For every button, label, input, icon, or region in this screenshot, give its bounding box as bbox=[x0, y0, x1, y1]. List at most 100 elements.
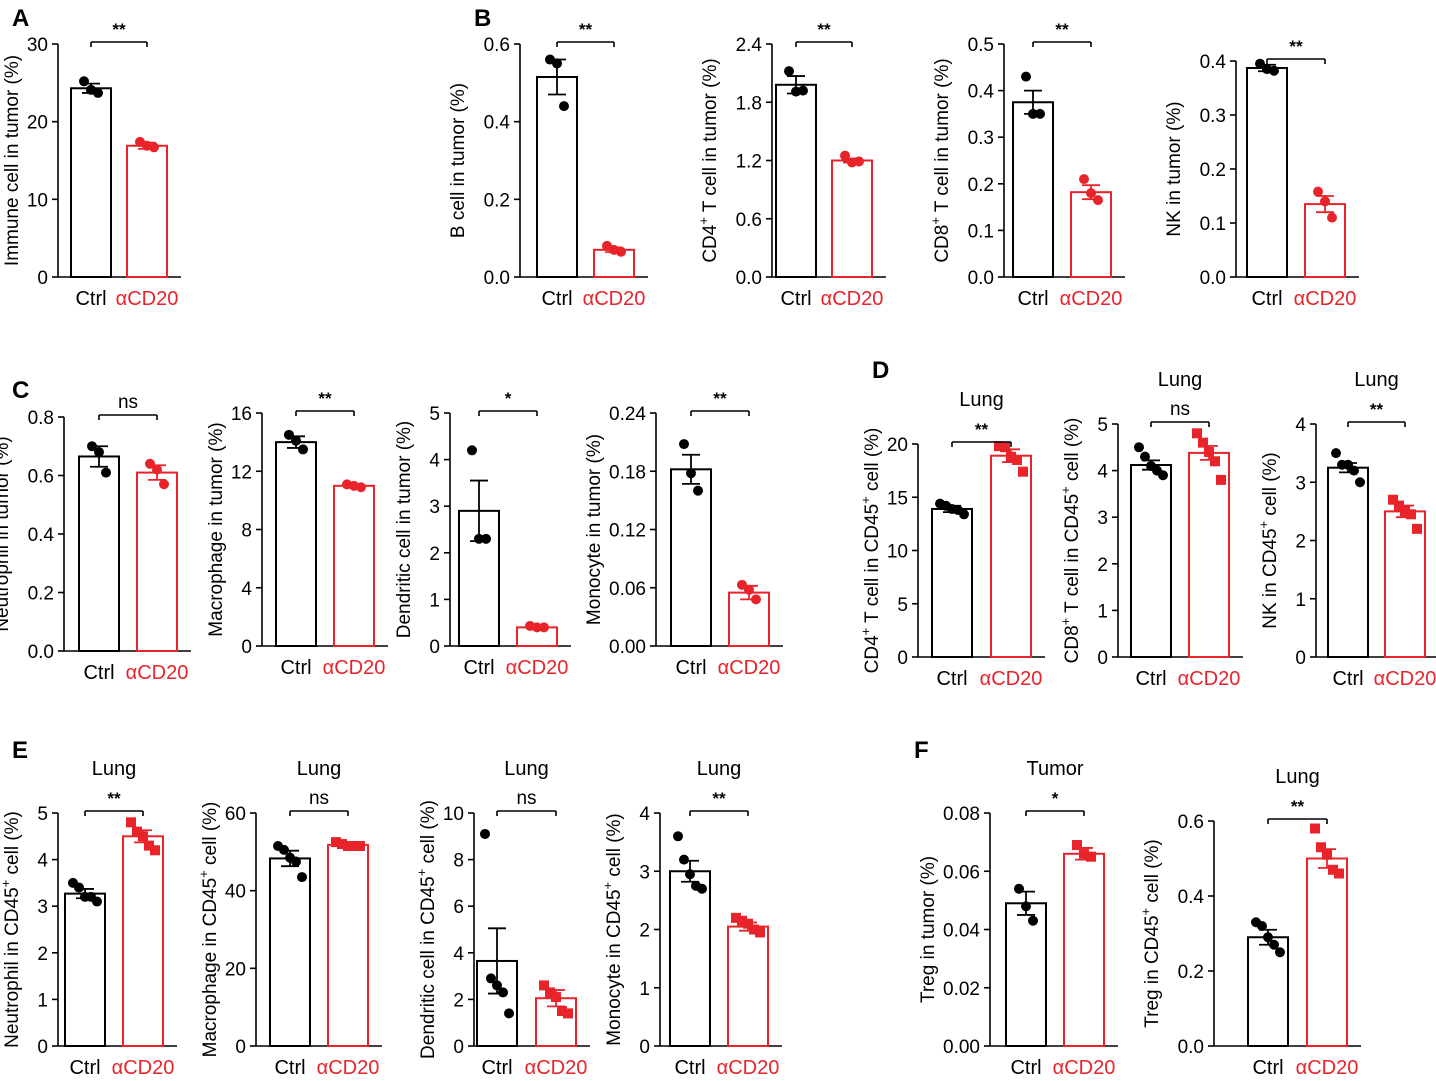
data-point bbox=[138, 831, 148, 842]
data-point bbox=[1134, 442, 1144, 453]
y-tick-label: 0.08 bbox=[943, 804, 980, 825]
data-point bbox=[297, 872, 307, 883]
y-tick-label: 30 bbox=[27, 35, 48, 56]
data-point bbox=[673, 831, 683, 842]
y-tick-label: 1.8 bbox=[736, 93, 762, 114]
data-point bbox=[679, 439, 689, 450]
y-tick-label: 40 bbox=[225, 882, 246, 903]
category-label: αCD20 bbox=[126, 662, 189, 684]
data-point bbox=[1316, 842, 1326, 853]
bar-treatment bbox=[136, 471, 178, 653]
y-tick-label: 4 bbox=[639, 804, 650, 825]
data-point bbox=[798, 85, 808, 96]
data-point bbox=[1327, 212, 1337, 223]
y-tick-label: 20 bbox=[27, 113, 48, 134]
y-tick-label: 5 bbox=[1097, 415, 1108, 436]
chart-title: Lung bbox=[92, 758, 137, 780]
category-label: Ctrl bbox=[274, 1057, 305, 1076]
y-axis-label: CD8+ T cell in tumor (%) bbox=[928, 58, 953, 262]
chart-panel-6: 0.0 0.2 0.4 0.6 0.8 Neutrophil in tumor (%) Ct… bbox=[0, 377, 191, 684]
data-point bbox=[1021, 71, 1031, 82]
data-point bbox=[1012, 454, 1022, 465]
bar-ctrl bbox=[64, 892, 106, 1047]
category-label: αCD20 bbox=[717, 1057, 780, 1076]
data-point bbox=[504, 1008, 514, 1019]
data-point bbox=[126, 817, 136, 828]
y-tick-label: 4 bbox=[453, 944, 464, 965]
y-tick-label: 0.00 bbox=[609, 637, 646, 658]
chart-panel-5: 0.0 0.1 0.2 0.3 0.4 NK in tumor (%) Ctrl αCD20 *… bbox=[1164, 37, 1359, 310]
category-label: αCD20 bbox=[116, 288, 179, 310]
y-tick-label: 0.3 bbox=[968, 128, 994, 149]
significance-label: ns bbox=[1170, 399, 1190, 420]
data-point bbox=[331, 837, 341, 848]
y-tick-label: 4 bbox=[37, 851, 48, 872]
category-label: Ctrl bbox=[936, 668, 967, 690]
y-tick-label: 4 bbox=[429, 451, 440, 472]
y-tick-label: 0.24 bbox=[609, 404, 646, 425]
y-tick-label: 4 bbox=[241, 579, 252, 600]
chart-title: Lung bbox=[1275, 766, 1320, 788]
data-point bbox=[492, 980, 502, 991]
category-label: αCD20 bbox=[317, 1057, 380, 1076]
bar-ctrl bbox=[78, 455, 120, 652]
chart-title: Lung bbox=[1158, 369, 1203, 391]
data-point bbox=[1192, 428, 1202, 439]
y-tick-label: 0 bbox=[429, 637, 440, 658]
bar-ctrl bbox=[931, 507, 973, 658]
data-point bbox=[467, 445, 477, 456]
data-point bbox=[743, 918, 753, 929]
y-tick-label: 2 bbox=[1295, 532, 1306, 553]
data-point bbox=[1257, 921, 1267, 931]
data-point bbox=[1028, 915, 1038, 926]
data-point bbox=[74, 882, 84, 893]
data-point bbox=[563, 1008, 573, 1019]
category-label: αCD20 bbox=[1294, 288, 1357, 310]
data-point bbox=[685, 869, 695, 880]
data-point bbox=[145, 458, 155, 469]
y-tick-label: 0.2 bbox=[1178, 962, 1204, 983]
y-axis-label: CD4+ T cell in tumor (%) bbox=[696, 58, 721, 262]
data-point bbox=[1269, 939, 1279, 950]
y-tick-label: 20 bbox=[887, 435, 908, 456]
data-point bbox=[1328, 864, 1338, 875]
data-point bbox=[291, 856, 301, 867]
y-tick-label: 15 bbox=[887, 488, 908, 509]
data-point bbox=[474, 533, 484, 544]
y-tick-label: 0.6 bbox=[1178, 812, 1204, 833]
bar-treatment bbox=[122, 835, 164, 1047]
data-point bbox=[751, 594, 761, 605]
data-point bbox=[784, 66, 794, 77]
panel-letter: F bbox=[914, 737, 929, 764]
y-axis-label: NK in tumor (%) bbox=[1164, 101, 1185, 236]
data-point bbox=[356, 482, 366, 493]
y-tick-label: 0.06 bbox=[943, 862, 980, 883]
y-tick-label: 10 bbox=[27, 190, 48, 211]
bar-ctrl bbox=[275, 441, 317, 647]
chart-panel-8: 0 1 2 3 4 5 Dendritic cell in tumor (%) Ctrl αCD… bbox=[394, 389, 571, 679]
y-axis-label: CD8+ T cell in CD45+ cell (%) bbox=[1058, 418, 1083, 664]
y-tick-label: 3 bbox=[37, 897, 48, 918]
y-tick-label: 2 bbox=[429, 544, 440, 565]
y-tick-label: 0 bbox=[639, 1037, 650, 1058]
data-point bbox=[1072, 840, 1082, 851]
panel-letter: A bbox=[12, 5, 29, 32]
y-tick-label: 0 bbox=[37, 268, 48, 289]
y-axis-label: Monocyte in CD45+ cell (%) bbox=[600, 813, 625, 1046]
bar-ctrl bbox=[1246, 67, 1288, 278]
bar-treatment bbox=[727, 925, 769, 1048]
chart-panel-18: 0.0 0.2 0.4 0.6 Treg in CD45+ cell (%) Ctrl αC… bbox=[1138, 766, 1361, 1079]
data-point bbox=[159, 479, 169, 490]
y-tick-label: 0.2 bbox=[968, 175, 994, 196]
y-tick-label: 16 bbox=[231, 404, 252, 425]
data-point bbox=[150, 845, 160, 856]
data-point bbox=[1412, 523, 1422, 534]
y-axis-label: Dendritic cell in CD45+ cell (%) bbox=[414, 800, 439, 1059]
y-tick-label: 8 bbox=[453, 851, 464, 872]
bar-ctrl bbox=[269, 857, 311, 1047]
bar-treatment bbox=[126, 144, 168, 278]
data-point bbox=[1079, 174, 1089, 185]
